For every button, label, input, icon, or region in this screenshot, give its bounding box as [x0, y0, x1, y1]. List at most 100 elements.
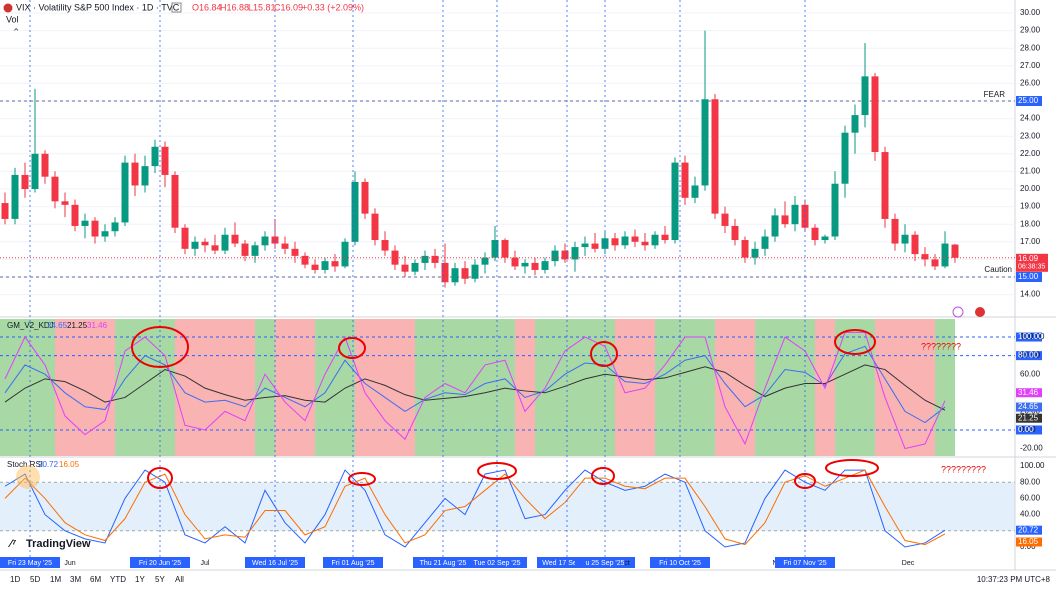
bull-zone [475, 319, 495, 456]
range-button[interactable]: 5D [30, 575, 40, 584]
candle-body [201, 241, 209, 246]
candle-body [71, 204, 79, 226]
date-tag [775, 557, 835, 568]
date-label: Fri 01 Aug '25 [332, 560, 375, 567]
candle-body [461, 268, 469, 279]
bull-zone [675, 319, 695, 456]
bear-zone [895, 319, 915, 456]
candle-body [551, 250, 559, 262]
last-price: 16.09 [1018, 254, 1039, 263]
value-tag [1016, 525, 1042, 535]
range-button[interactable]: 1M [50, 575, 61, 584]
bear-zone [515, 319, 535, 456]
candle-body [771, 215, 779, 237]
candle-body [541, 261, 549, 270]
bull-zone [835, 319, 855, 456]
range-button[interactable]: 1D [10, 575, 20, 584]
bear-zone [295, 319, 315, 456]
date-label: Fri 23 May '25 [8, 560, 52, 567]
highlight-dot [16, 465, 40, 489]
range-button[interactable]: 6M [90, 575, 101, 584]
candle-body [681, 162, 689, 198]
bear-zone [75, 319, 95, 456]
alert-icon[interactable] [952, 306, 964, 318]
range-button[interactable]: 5Y [155, 575, 165, 584]
bull-zone [595, 319, 615, 456]
bull-zone [855, 319, 875, 456]
bear-zone [195, 319, 215, 456]
highlight-ellipse [794, 473, 816, 489]
date-label: u 25 Sep '25 [585, 560, 624, 567]
candle-body [831, 183, 839, 237]
collapse-button[interactable]: ⌃ [12, 28, 20, 39]
candle-body [351, 181, 359, 242]
candle-body [291, 248, 299, 256]
date-label: Tue 02 Sep '25 [473, 560, 520, 567]
bull-zone [655, 319, 675, 456]
highlight-ellipse [338, 337, 366, 359]
value-tag-label: 21.25 [1018, 413, 1039, 422]
value-tag [1016, 388, 1042, 398]
candle-body [131, 162, 139, 186]
candle-body [181, 227, 189, 249]
value-tag [1016, 402, 1042, 412]
candle-body [321, 261, 329, 270]
ohlc-change: +0.33 (+2.09%) [302, 2, 364, 12]
candle-body [281, 243, 289, 249]
volume-label: Vol [6, 14, 19, 24]
indicator-line [4, 469, 946, 546]
candle-body [621, 236, 629, 246]
candle-body [191, 241, 199, 249]
stoch-annotation: ????????? [941, 464, 986, 474]
candle-body [371, 213, 379, 241]
candle-body [211, 245, 219, 251]
level-tag [1016, 271, 1042, 282]
candle-body [481, 257, 489, 265]
date-label: Wed 16 Jul '25 [252, 560, 298, 567]
candle-body [241, 243, 249, 256]
candle-body [581, 243, 589, 248]
bull-zone [695, 319, 715, 456]
header-button[interactable] [171, 2, 182, 13]
bear-zone [235, 319, 255, 456]
candle-body [261, 236, 269, 246]
candle-body [761, 236, 769, 249]
bull-zone [35, 319, 55, 456]
candle-body [601, 238, 609, 249]
candle-body [791, 204, 799, 225]
candle-body [471, 264, 479, 279]
date-label: Fri 20 Jun '25 [139, 560, 181, 567]
range-button[interactable]: All [175, 575, 184, 584]
candle-body [151, 146, 159, 167]
flag-icon[interactable] [975, 307, 985, 317]
candle-body [651, 234, 659, 246]
bull-zone [15, 319, 35, 456]
symbol-icon [3, 3, 13, 13]
candle-body [611, 238, 619, 246]
date-label: Wed 17 Sep '25 [542, 560, 592, 567]
y-tick-label: 40.00 [1020, 510, 1041, 519]
level-tag-label: 100.00 [1018, 332, 1043, 341]
candle-body [641, 241, 649, 246]
y-tick-label: 100.00 [1020, 332, 1045, 341]
date-tag [245, 557, 305, 568]
y-tick-label: 27.00 [1020, 61, 1041, 70]
candle-body [401, 264, 409, 272]
range-button[interactable]: 3M [70, 575, 81, 584]
date-label: Thu 21 Aug '25 [420, 560, 467, 567]
annotations [16, 326, 879, 489]
clock: 10:37:23 PM UTC+8 [977, 575, 1051, 584]
candle-body [741, 240, 749, 258]
range-button[interactable]: YTD [110, 575, 126, 584]
value-tag [1016, 537, 1042, 547]
candle-body [391, 250, 399, 265]
indicator-line [4, 364, 946, 411]
y-tick-label: 26.00 [1020, 79, 1041, 88]
bull-zone [115, 319, 135, 456]
range-button[interactable]: 1Y [135, 575, 145, 584]
candle-body [411, 262, 419, 272]
stoch-band [0, 482, 1015, 531]
